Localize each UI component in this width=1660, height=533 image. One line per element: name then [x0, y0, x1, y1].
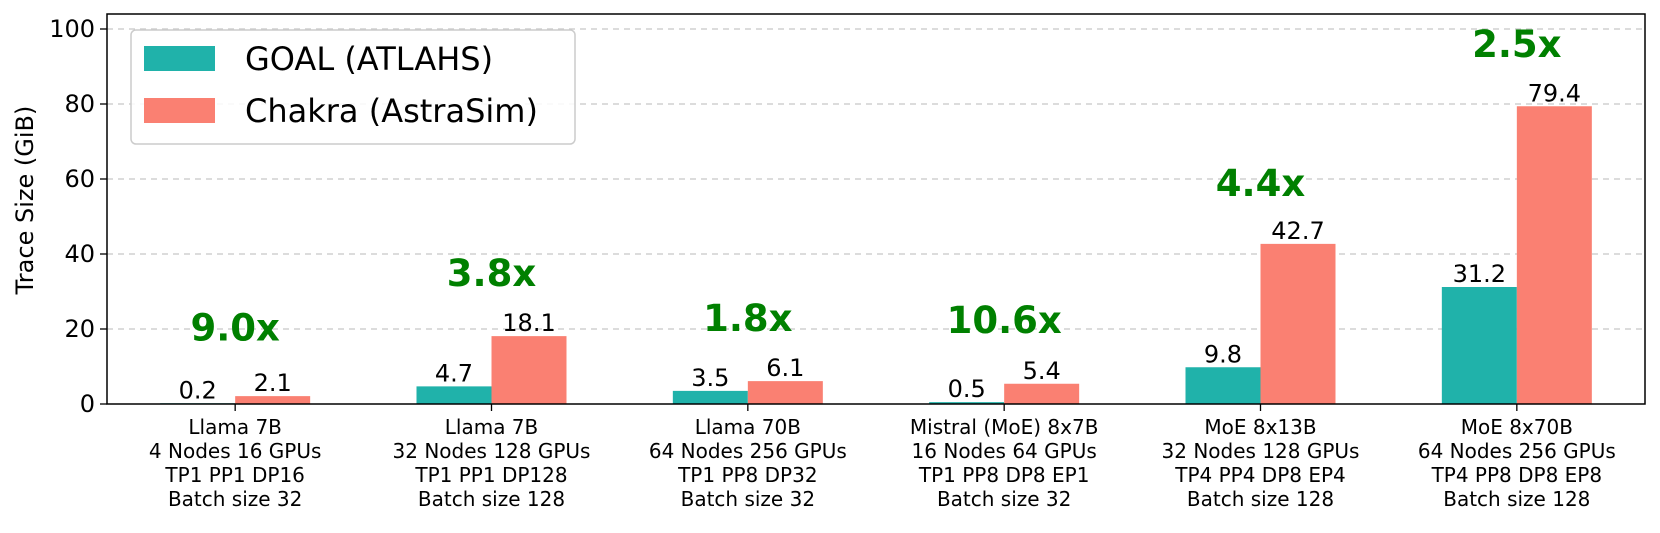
ratio-annotation-0: 9.0x	[190, 306, 280, 349]
x-tick-label-2: Llama 70B 64 Nodes 256 GPUs TP1 PP8 DP32 Ba…	[649, 415, 847, 511]
x-tick-label-line: MoE 8x70B	[1461, 415, 1573, 439]
legend: GOAL (ATLAHS) Chakra (AstraSim)	[130, 29, 576, 145]
x-tick-label-line: 32 Nodes 128 GPUs	[393, 439, 591, 463]
x-tick-label-line: 64 Nodes 256 GPUs	[649, 439, 847, 463]
bar-goal-3	[929, 402, 1005, 404]
bar-goal-5	[1441, 287, 1517, 404]
bar-chakra-2	[747, 381, 823, 404]
x-tick-label-line: Llama 70B	[695, 415, 801, 439]
bar-goal-1	[416, 386, 492, 404]
bar-chakra-4	[1260, 243, 1336, 404]
y-tick-label-1: 20	[64, 315, 95, 343]
y-axis-label: Trace Size (GiB)	[11, 106, 39, 296]
ratio-annotation-2: 1.8x	[703, 297, 793, 340]
y-tick-label-4: 80	[64, 90, 95, 118]
bar-chakra-5	[1516, 106, 1592, 404]
x-tick-label-line: Batch size 128	[1187, 487, 1334, 511]
value-label-goal-4: 9.8	[1204, 340, 1242, 368]
x-tick-label-3: Mistral (MoE) 8x7B 16 Nodes 64 GPUs TP1 PP…	[910, 415, 1099, 511]
x-tick-label-line: Batch size 32	[168, 487, 302, 511]
x-tick-label-line: Llama 7B	[445, 415, 539, 439]
value-label-chakra-3: 5.4	[1023, 357, 1061, 385]
x-tick-label-line: Mistral (MoE) 8x7B	[910, 415, 1099, 439]
x-tick-label-line: Llama 7B	[188, 415, 282, 439]
y-tick-label-3: 60	[64, 165, 95, 193]
x-tick-label-line: TP1 PP1 DP16	[164, 463, 304, 487]
legend-swatch-chakra	[144, 98, 215, 123]
value-label-chakra-1: 18.1	[502, 309, 555, 337]
x-tick-label-1: Llama 7B 32 Nodes 128 GPUs TP1 PP1 DP128 Ba…	[393, 415, 591, 511]
ratio-annotation-4: 4.4x	[1216, 162, 1306, 205]
x-tick-label-line: TP4 PP4 DP8 EP4	[1174, 463, 1346, 487]
legend-box	[130, 29, 576, 145]
labels: 0.2 4.7 3.5 0.5 9.8 31.2 2.1 18.1 6.1 5.4 42.7 79.4…	[179, 23, 1581, 404]
bar-goal-2	[672, 390, 748, 404]
x-tick-label-line: MoE 8x13B	[1204, 415, 1316, 439]
y-tick-label-5: 100	[49, 15, 95, 43]
y-tick-label-2: 40	[64, 240, 95, 268]
plot-frame	[106, 13, 1646, 405]
bar-chakra-3	[1004, 383, 1080, 404]
value-label-chakra-0: 2.1	[254, 369, 292, 397]
ratio-annotation-1: 3.8x	[447, 252, 537, 295]
value-label-goal-1: 4.7	[435, 359, 473, 387]
x-tick-label-line: TP1 PP1 DP128	[414, 463, 567, 487]
bar-chakra-0	[235, 396, 311, 404]
x-tick-label-line: 16 Nodes 64 GPUs	[912, 439, 1097, 463]
x-tick-label-line: TP1 PP8 DP32	[677, 463, 817, 487]
bar-chakra-1	[491, 336, 567, 404]
x-tick-label-4: MoE 8x13B 32 Nodes 128 GPUs TP4 PP4 DP8 EP…	[1162, 415, 1360, 511]
value-label-goal-0: 0.2	[179, 376, 217, 404]
legend-label-goal: GOAL (ATLAHS)	[245, 40, 493, 78]
x-tick-label-0: Llama 7B 4 Nodes 16 GPUs TP1 PP1 DP16 Batch…	[149, 415, 321, 511]
y-tick-label-0: 0	[80, 390, 95, 418]
x-tick-label-line: 32 Nodes 128 GPUs	[1162, 439, 1360, 463]
value-label-goal-2: 3.5	[691, 364, 729, 392]
x-tick-label-line: TP4 PP8 DP8 EP8	[1431, 463, 1603, 487]
legend-swatch-goal	[144, 46, 215, 71]
x-tick-label-5: MoE 8x70B 64 Nodes 256 GPUs TP4 PP8 DP8 EP…	[1418, 415, 1616, 511]
legend-label-chakra: Chakra (AstraSim)	[245, 92, 538, 130]
x-tick-label-line: 64 Nodes 256 GPUs	[1418, 439, 1616, 463]
value-label-chakra-2: 6.1	[766, 354, 804, 382]
value-label-goal-5: 31.2	[1453, 260, 1506, 288]
x-tick-label-line: Batch size 32	[681, 487, 815, 511]
bars	[160, 106, 1592, 404]
value-label-goal-3: 0.5	[948, 375, 986, 403]
x-tick-label-line: TP1 PP8 DP8 EP1	[918, 463, 1090, 487]
x-tick-label-line: Batch size 32	[937, 487, 1071, 511]
value-label-chakra-4: 42.7	[1271, 217, 1324, 245]
bar-goal-4	[1185, 367, 1261, 404]
x-tick-label-line: 4 Nodes 16 GPUs	[149, 439, 321, 463]
value-label-chakra-5: 79.4	[1528, 79, 1581, 107]
ratio-annotation-5: 2.5x	[1472, 23, 1562, 66]
x-tick-label-line: Batch size 128	[1443, 487, 1590, 511]
ratio-annotation-3: 10.6x	[947, 299, 1062, 342]
x-tick-label-line: Batch size 128	[418, 487, 565, 511]
